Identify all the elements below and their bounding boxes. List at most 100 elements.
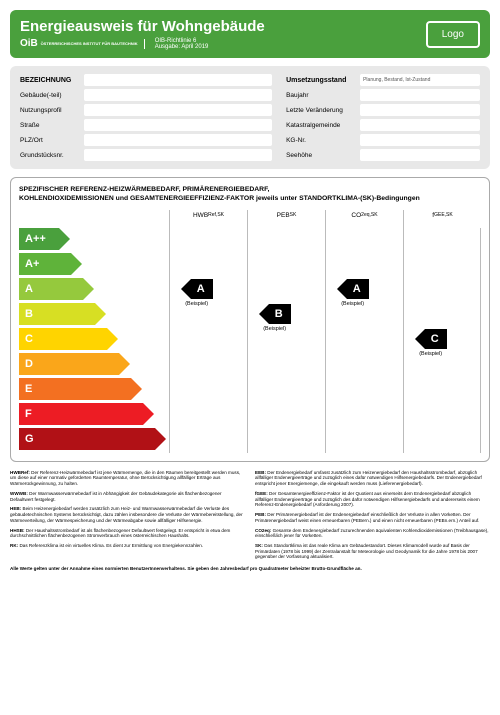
form-row: Straße (20, 119, 272, 131)
metrics-header-row: HWBRef,SKPEBSKCO2eq,SKfGEE,SK (169, 210, 481, 228)
metric-header: PEBSK (247, 210, 325, 228)
form-col-right: Umsetzungsstand Planung, Bestand, Ist-Zus… (286, 74, 480, 161)
glossary-item: HHSB: Der Haushaltsstrombedarf ist als f… (10, 528, 245, 539)
rating-arrow: A (19, 278, 83, 300)
form-row: Gebäude(-teil) (20, 89, 272, 101)
metric-header: fGEE,SK (403, 210, 481, 228)
rating-row: B (19, 303, 169, 325)
form-row: BEZEICHNUNG (20, 74, 272, 86)
pointer-sublabel: (Beispiel) (185, 301, 208, 307)
pointer-arrow: B (269, 304, 291, 324)
rating-arrow: A++ (19, 228, 59, 250)
form-row: KG-Nr. (286, 134, 480, 146)
rating-label: F (25, 408, 32, 420)
form-label: KG-Nr. (286, 137, 356, 144)
form-row: Nutzungsprofil (20, 104, 272, 116)
rating-row: A (19, 278, 169, 300)
pointer-arrow: C (425, 329, 447, 349)
form-label: PLZ/Ort (20, 137, 80, 144)
form-row: Katastralgemeinde (286, 119, 480, 131)
pointer-sublabel: (Beispiel) (341, 301, 364, 307)
form-col-left: BEZEICHNUNG Gebäude(-teil) Nutzungsprofil S… (20, 74, 272, 161)
rating-label: E (25, 383, 32, 395)
pointer-arrow: A (347, 279, 369, 299)
rating-row: C (19, 328, 169, 350)
form-label: Katastralgemeinde (286, 122, 356, 129)
rating-arrow: A+ (19, 253, 71, 275)
rating-row: A++ (19, 228, 169, 250)
form-row: PLZ/Ort (20, 134, 272, 146)
glossary-item: HWBRef: Der Referenz-Heizwärmebedarf ist… (10, 470, 245, 487)
form-label: Letzte Veränderung (286, 107, 356, 114)
form-input[interactable]: Planung, Bestand, Ist-Zustand (360, 74, 480, 86)
glossary-item: fGEE: Der Gesamtenergieeffizienz-Faktor … (255, 491, 490, 508)
grid-vline (325, 228, 326, 453)
rating-label: D (25, 358, 33, 370)
rating-arrow: G (19, 428, 155, 450)
header-subline: OiB ÖSTERREICHISCHES INSTITUT FÜR BAUTEC… (20, 38, 426, 50)
rating-label: A+ (25, 258, 39, 270)
glossary-item: HEB: Beim Heizenergiebedarf werden zusät… (10, 506, 245, 523)
pointer-sublabel: (Beispiel) (263, 326, 286, 332)
grid-vline (403, 228, 404, 453)
rating-arrows-column: A++ A+ ABC D E FG (19, 210, 169, 453)
form-input[interactable] (84, 119, 272, 131)
glossary-item: SK: Das Standortklima ist das reale Klim… (255, 543, 490, 560)
glossary-item: EEB: Der Endenergiebedarf umfasst zusätz… (255, 470, 490, 487)
form-row: Seehöhe (286, 149, 480, 161)
metric-header: CO2eq,SK (325, 210, 403, 228)
glossary-item: RK: Das Referenzklima ist ein virtuelles… (10, 543, 245, 549)
form-input[interactable] (84, 89, 272, 101)
form-input[interactable] (84, 149, 272, 161)
metrics-column: HWBRef,SKPEBSKCO2eq,SKfGEE,SK A(Beispiel… (169, 210, 481, 453)
form-row: Letzte Veränderung (286, 104, 480, 116)
form-label: Nutzungsprofil (20, 107, 80, 114)
glossary: HWBRef: Der Referenz-Heizwärmebedarf ist… (10, 470, 490, 561)
form-input[interactable] (84, 104, 272, 116)
glossary-col-left: HWBRef: Der Referenz-Heizwärmebedarf ist… (10, 470, 245, 561)
rating-row: D (19, 353, 169, 375)
rating-arrow: E (19, 378, 131, 400)
rating-arrow: D (19, 353, 119, 375)
form-input[interactable] (84, 74, 272, 86)
rating-pointer: B (Beispiel) (259, 304, 291, 332)
form-label: Seehöhe (286, 152, 356, 159)
rating-label: A++ (25, 233, 46, 245)
form-input[interactable] (360, 134, 480, 146)
grid-vline (169, 228, 170, 453)
header-bar: Energieausweis für Wohngebäude OiB ÖSTER… (10, 10, 490, 58)
rating-pointer: C(Beispiel) (415, 329, 447, 357)
form-input[interactable] (360, 149, 480, 161)
form-input[interactable] (360, 89, 480, 101)
form-label: Grundstücksnr. (20, 152, 80, 159)
form-label: Gebäude(-teil) (20, 92, 80, 99)
rating-row: A+ (19, 253, 169, 275)
form-input[interactable] (84, 134, 272, 146)
oib-logo: OiB ÖSTERREICHISCHES INSTITUT FÜR BAUTEC… (20, 39, 145, 50)
rating-label: C (25, 333, 33, 345)
identification-form: BEZEICHNUNG Gebäude(-teil) Nutzungsprofil S… (10, 66, 490, 169)
footnote: Alle Werte gelten unter der Annahme eine… (10, 566, 490, 571)
glossary-col-right: EEB: Der Endenergiebedarf umfasst zusätz… (255, 470, 490, 561)
form-row: Grundstücksnr. (20, 149, 272, 161)
efficiency-chart: SPEZIFISCHER REFERENZ-HEIZWÄRMEBEDARF, P… (10, 177, 490, 462)
form-input[interactable] (360, 119, 480, 131)
form-label: Straße (20, 122, 80, 129)
form-input[interactable] (360, 104, 480, 116)
rating-pointer: A(Beispiel) (181, 279, 213, 307)
form-label: BEZEICHNUNG (20, 77, 80, 84)
form-row: Umsetzungsstand Planung, Bestand, Ist-Zus… (286, 74, 480, 86)
logo-placeholder: Logo (426, 21, 480, 48)
page-title: Energieausweis für Wohngebäude (20, 18, 426, 35)
rating-row: G (19, 428, 169, 450)
grid-vline (247, 228, 248, 453)
metric-header: HWBRef,SK (169, 210, 247, 228)
rating-arrow: F (19, 403, 143, 425)
form-label: Baujahr (286, 92, 356, 99)
page: Energieausweis für Wohngebäude OiB ÖSTER… (0, 0, 500, 581)
form-label: Umsetzungsstand (286, 77, 356, 84)
glossary-item: PEB: Der Primärenergiebedarf ist der End… (255, 512, 490, 523)
rating-label: A (25, 283, 33, 295)
rating-arrow: B (19, 303, 95, 325)
metrics-grid: A(Beispiel)B(Beispiel)A(Beispiel)C(Beisp… (169, 228, 481, 453)
